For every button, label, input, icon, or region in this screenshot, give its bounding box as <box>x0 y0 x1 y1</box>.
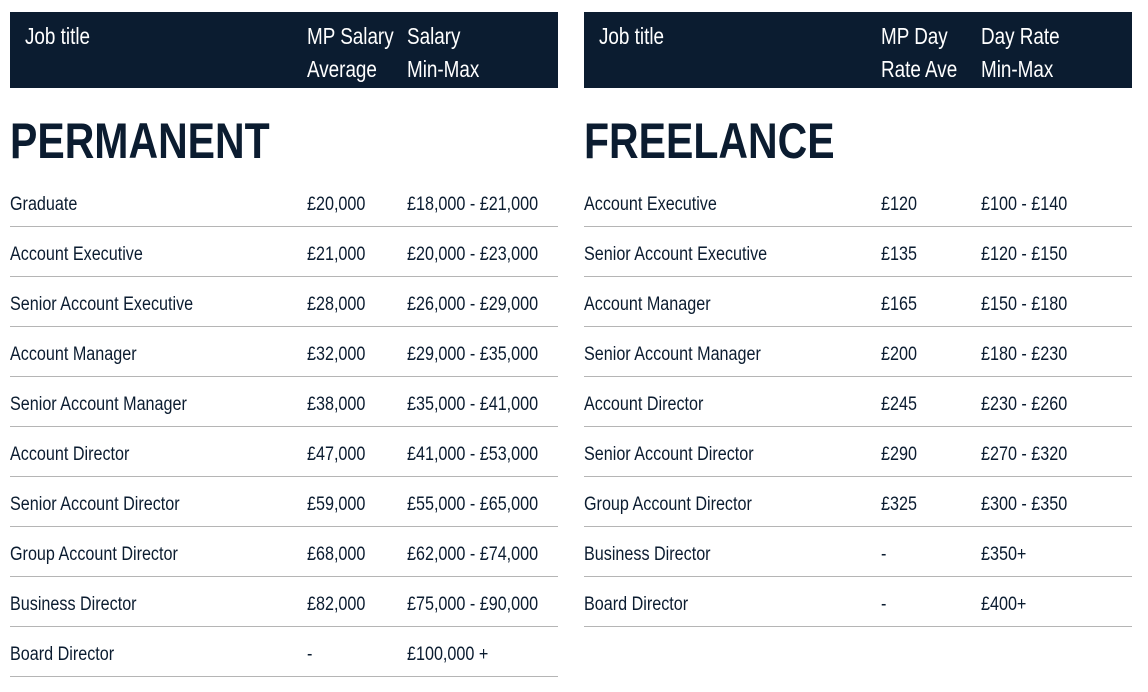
table-cell: £41,000 - £53,000 <box>407 444 539 465</box>
header-cell: MP Day Rate Ave <box>881 23 958 82</box>
row-divider <box>10 576 558 577</box>
table-cell: Senior Account Executive <box>10 294 194 315</box>
table-cell: £135 <box>881 244 917 265</box>
table-cell: £47,000 <box>307 444 366 465</box>
table-cell: £245 <box>881 394 917 415</box>
table-cell: £325 <box>881 494 917 515</box>
table-cell: £270 - £320 <box>981 444 1068 465</box>
table-cell: - <box>307 644 313 665</box>
row-divider <box>10 376 558 377</box>
row-divider <box>584 426 1132 427</box>
table-cell: Senior Account Director <box>10 494 180 515</box>
table-cell: Senior Account Executive <box>584 244 768 265</box>
table-cell: £55,000 - £65,000 <box>407 494 539 515</box>
row-divider <box>10 526 558 527</box>
table-cell: Account Director <box>584 394 704 415</box>
row-divider <box>10 676 558 677</box>
table-cell: £75,000 - £90,000 <box>407 594 539 615</box>
table-cell: £20,000 - £23,000 <box>407 244 539 265</box>
header-cell: MP Salary Average <box>307 23 394 82</box>
table-cell: Account Director <box>10 444 130 465</box>
table-cell: £26,000 - £29,000 <box>407 294 539 315</box>
table-cell: £290 <box>881 444 917 465</box>
row-divider <box>10 626 558 627</box>
table-cell: Senior Account Director <box>584 444 754 465</box>
table-cell: £20,000 <box>307 194 366 215</box>
header-cell: Job title <box>599 23 664 49</box>
table-cell: Senior Account Manager <box>10 394 187 415</box>
table-cell: Business Director <box>584 544 711 565</box>
table-cell: - <box>881 544 887 565</box>
table-cell: £400+ <box>981 594 1027 615</box>
row-divider <box>584 476 1132 477</box>
table-cell: £120 - £150 <box>981 244 1068 265</box>
table-cell: £32,000 <box>307 344 366 365</box>
table-cell: Account Manager <box>584 294 711 315</box>
table-cell: Board Director <box>584 594 689 615</box>
table-cell: £59,000 <box>307 494 366 515</box>
table-cell: £180 - £230 <box>981 344 1068 365</box>
table-cell: £21,000 <box>307 244 366 265</box>
table-cell: £82,000 <box>307 594 366 615</box>
section-title: PERMANENT <box>10 113 270 169</box>
table-cell: Account Executive <box>10 244 143 265</box>
table-cell: £100,000 + <box>407 644 489 665</box>
table-cell: £29,000 - £35,000 <box>407 344 539 365</box>
table-cell: Business Director <box>10 594 137 615</box>
table-cell: £28,000 <box>307 294 366 315</box>
table-cell: £165 <box>881 294 917 315</box>
table-cell: £62,000 - £74,000 <box>407 544 539 565</box>
table-cell: £230 - £260 <box>981 394 1068 415</box>
table-cell: £18,000 - £21,000 <box>407 194 539 215</box>
table-cell: £120 <box>881 194 917 215</box>
row-divider <box>584 376 1132 377</box>
row-divider <box>10 426 558 427</box>
table-cell: £35,000 - £41,000 <box>407 394 539 415</box>
header-cell: Job title <box>25 23 90 49</box>
row-divider <box>584 226 1132 227</box>
table-cell: £150 - £180 <box>981 294 1068 315</box>
table-cell: Senior Account Manager <box>584 344 761 365</box>
table-cell: - <box>881 594 887 615</box>
table-cell: Account Executive <box>584 194 717 215</box>
header-cell: Day Rate Min-Max <box>981 23 1060 82</box>
row-divider <box>584 326 1132 327</box>
table-cell: Group Account Director <box>584 494 752 515</box>
section-title: FREELANCE <box>584 113 835 169</box>
table-cell: £350+ <box>981 544 1027 565</box>
row-divider <box>10 276 558 277</box>
row-divider <box>10 226 558 227</box>
table-cell: £38,000 <box>307 394 366 415</box>
header-cell: Salary Min-Max <box>407 23 480 82</box>
row-divider <box>584 626 1132 627</box>
row-divider <box>584 526 1132 527</box>
table-cell: £68,000 <box>307 544 366 565</box>
table-cell: Graduate <box>10 194 78 215</box>
table-cell: Account Manager <box>10 344 137 365</box>
table-cell: £100 - £140 <box>981 194 1068 215</box>
table-header <box>10 12 558 88</box>
table-cell: £200 <box>881 344 917 365</box>
row-divider <box>584 276 1132 277</box>
row-divider <box>10 476 558 477</box>
row-divider <box>10 326 558 327</box>
table-cell: Board Director <box>10 644 115 665</box>
table-header <box>584 12 1132 88</box>
table-cell: £300 - £350 <box>981 494 1068 515</box>
table-cell: Group Account Director <box>10 544 178 565</box>
row-divider <box>584 576 1132 577</box>
